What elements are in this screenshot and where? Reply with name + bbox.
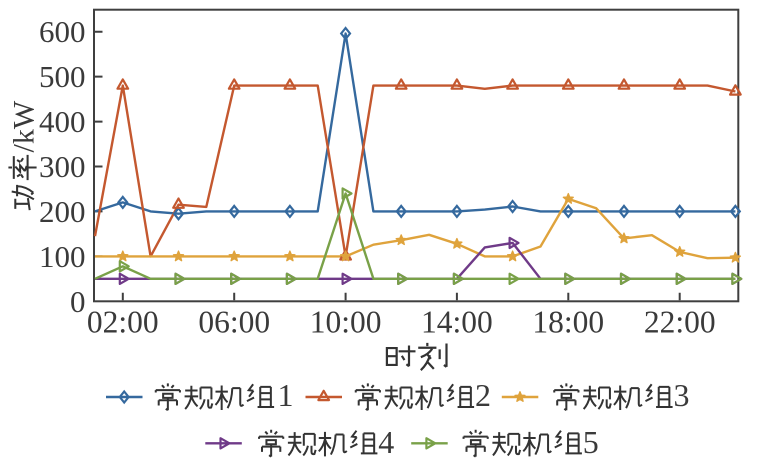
svg-text:06:00: 06:00: [198, 305, 270, 340]
svg-text:10:00: 10:00: [310, 305, 382, 340]
svg-text:5: 5: [583, 424, 599, 460]
svg-text:18:00: 18:00: [532, 305, 604, 340]
svg-text:0: 0: [70, 284, 86, 319]
svg-text:300: 300: [39, 149, 86, 184]
svg-text:600: 600: [39, 14, 86, 49]
svg-text:2: 2: [475, 377, 491, 413]
svg-text:02:00: 02:00: [87, 305, 159, 340]
svg-text:14:00: 14:00: [421, 305, 493, 340]
svg-text:4: 4: [378, 424, 394, 460]
svg-text:22:00: 22:00: [644, 305, 716, 340]
svg-text:400: 400: [39, 104, 86, 139]
svg-text:500: 500: [39, 59, 86, 94]
svg-text:/kW: /kW: [8, 100, 41, 152]
svg-text:3: 3: [674, 377, 690, 413]
svg-text:100: 100: [39, 239, 86, 274]
svg-text:200: 200: [39, 194, 86, 229]
svg-text:1: 1: [278, 377, 294, 413]
